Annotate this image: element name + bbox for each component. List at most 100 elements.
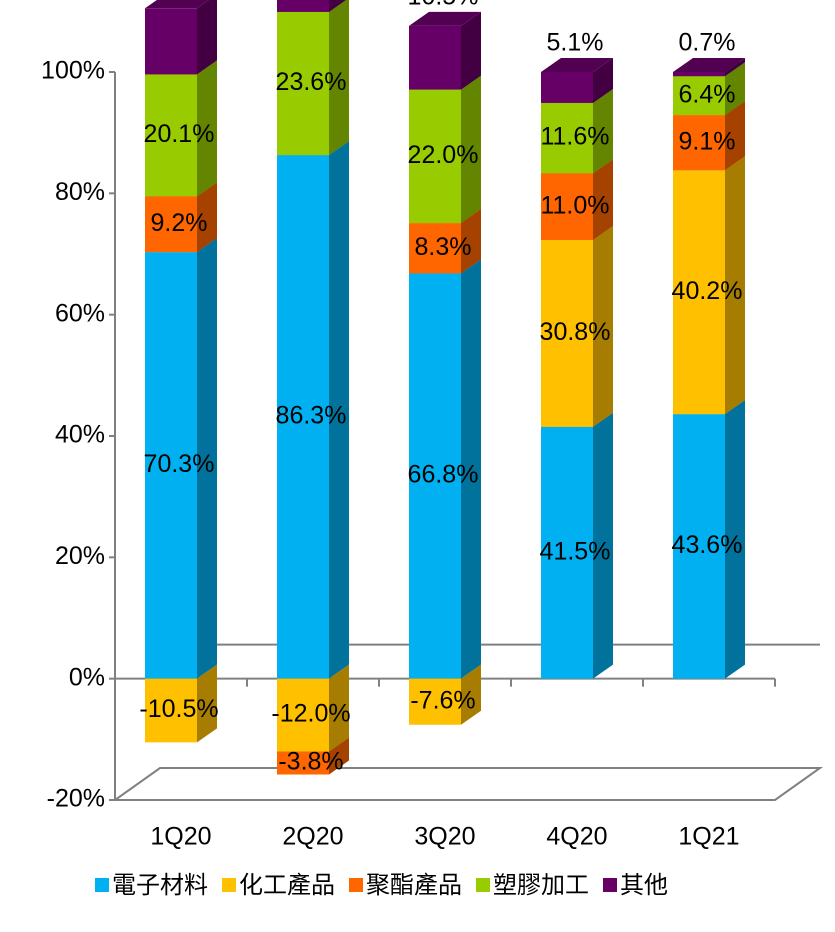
legend-label: 化工產品 — [239, 871, 335, 899]
bar-side — [329, 141, 349, 679]
data-label: 22.0% — [408, 141, 479, 169]
bar — [277, 0, 329, 12]
data-label: 0.7% — [679, 29, 736, 57]
data-label: -7.6% — [410, 686, 475, 714]
bar — [277, 751, 329, 775]
bar-side — [197, 0, 217, 75]
bar — [541, 426, 593, 679]
bar — [409, 89, 461, 224]
bar-top — [145, 0, 209, 9]
bar-top — [673, 58, 745, 72]
y-tick-label: 20% — [55, 542, 105, 570]
bar-side — [329, 737, 349, 775]
bar — [145, 252, 197, 679]
bar — [673, 115, 725, 171]
data-label: -12.0% — [271, 700, 350, 728]
legend-swatch — [476, 878, 490, 892]
legend-swatch — [349, 878, 363, 892]
bar — [673, 414, 725, 679]
bar-side — [461, 11, 481, 90]
bar — [277, 678, 329, 752]
bar-side — [593, 226, 613, 427]
bar-side — [197, 182, 217, 253]
bar-side — [725, 62, 745, 116]
legend-label: 塑膠加工 — [493, 871, 589, 899]
bar-side — [725, 156, 745, 415]
y-tick-label: 100% — [41, 57, 105, 85]
bar-side — [593, 159, 613, 241]
x-tick-label: 4Q20 — [546, 823, 607, 851]
bar — [541, 173, 593, 241]
legend-swatch — [95, 878, 109, 892]
bar-side — [593, 412, 613, 679]
data-label: 41.5% — [540, 537, 611, 565]
y-tick-label: 0% — [69, 663, 105, 691]
bar-side — [329, 664, 349, 752]
data-label: 5.1% — [547, 29, 604, 57]
bar-side — [725, 400, 745, 679]
bar — [145, 74, 197, 197]
data-label: 23.6% — [276, 68, 347, 96]
y-tick-label: 60% — [55, 299, 105, 327]
x-tick-label: 2Q20 — [282, 823, 343, 851]
bar-side — [197, 60, 217, 197]
y-tick-label: 40% — [55, 421, 105, 449]
bar — [673, 76, 725, 116]
bar — [145, 678, 197, 743]
data-label: 86.3% — [276, 401, 347, 429]
legend-label: 電子材料 — [112, 871, 208, 899]
bar — [277, 155, 329, 679]
bar-side — [461, 75, 481, 224]
bar — [409, 273, 461, 679]
bar-side — [329, 0, 347, 12]
bar — [145, 196, 197, 253]
legend-label: 聚酯產品 — [366, 871, 462, 899]
bar — [277, 11, 329, 156]
data-label: 43.6% — [672, 531, 743, 559]
bar-side — [197, 664, 217, 743]
bar-side — [725, 58, 745, 77]
bar-side — [461, 259, 481, 679]
data-label: 8.3% — [415, 233, 472, 261]
bar — [541, 72, 593, 103]
bar-side — [329, 0, 349, 156]
floor — [111, 767, 824, 801]
data-label: 66.8% — [408, 461, 479, 489]
x-tick-label: 1Q20 — [150, 823, 211, 851]
bar — [541, 240, 593, 427]
bar-side — [593, 58, 613, 103]
data-label: 9.2% — [151, 209, 208, 237]
bar-side — [197, 238, 217, 679]
data-label: 40.2% — [672, 277, 743, 305]
bar — [409, 678, 461, 725]
x-tick-label: 1Q21 — [678, 823, 739, 851]
data-label: 20.1% — [144, 120, 215, 148]
legend-swatch — [603, 878, 617, 892]
bar-side — [725, 101, 745, 171]
data-label: 10.5% — [408, 0, 479, 11]
bar-top — [409, 11, 481, 26]
data-label: 30.8% — [540, 318, 611, 346]
x-tick-label: 3Q20 — [414, 823, 475, 851]
data-label: 11.0% — [540, 191, 609, 219]
y-tick-label: 80% — [55, 178, 105, 206]
bar-side — [461, 664, 481, 725]
bar-side — [461, 209, 481, 274]
bar-top — [541, 58, 613, 72]
bar — [409, 25, 461, 90]
legend-label: 其他 — [620, 871, 668, 899]
bar — [541, 102, 593, 174]
data-label: 11.6% — [540, 123, 609, 151]
data-label: -3.8% — [278, 748, 343, 776]
bar — [145, 8, 197, 75]
data-label: 9.1% — [679, 127, 736, 155]
bar — [409, 223, 461, 274]
bar — [673, 170, 725, 415]
bar — [673, 72, 725, 77]
data-label: 70.3% — [144, 450, 215, 478]
legend-swatch — [222, 878, 236, 892]
data-label: -10.5% — [139, 695, 218, 723]
bar-side — [593, 88, 613, 174]
data-label: 6.4% — [679, 80, 736, 108]
